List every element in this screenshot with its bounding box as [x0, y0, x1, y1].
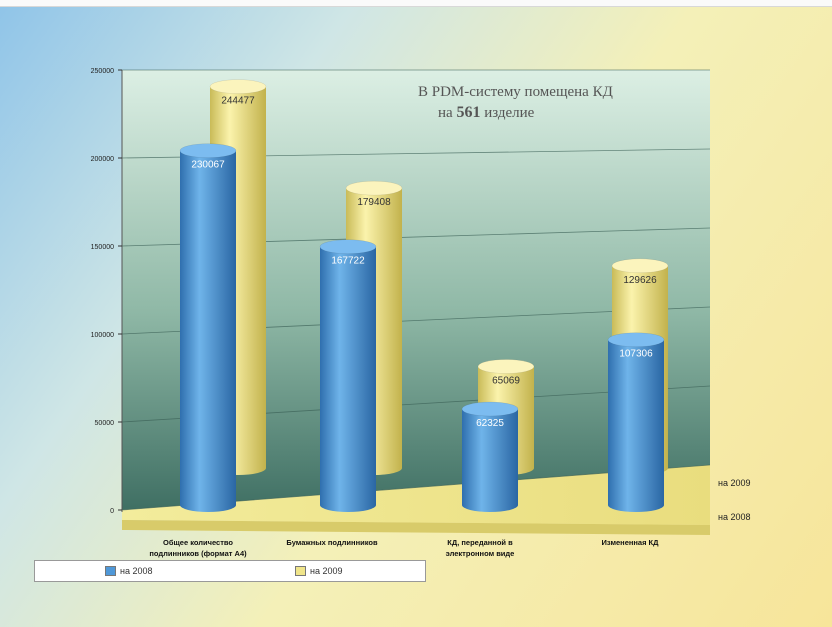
- data-label: 107306: [619, 349, 653, 360]
- bar-2008-1: 167722: [319, 239, 377, 512]
- y-tick-label: 200000: [91, 156, 114, 163]
- chart-back-wall: [122, 70, 710, 510]
- bar-2008-1-bottom: [320, 498, 376, 512]
- legend-item-2009: на 2009: [295, 566, 343, 576]
- bar-2009-0-top: [209, 79, 267, 94]
- y-tick-label: 100000: [91, 332, 114, 339]
- annotation-line-2: на 561 изделие: [438, 104, 535, 121]
- bar-2009-2-top: [477, 359, 535, 374]
- category-label: Измененная КД: [602, 538, 660, 547]
- bar-2008-0: 230067: [179, 143, 237, 512]
- legend-swatch-2009: [295, 566, 306, 576]
- y-tick-label: 0: [110, 508, 114, 515]
- bar-2008-2: 62325: [461, 401, 519, 512]
- data-label: 230067: [191, 160, 225, 171]
- y-tick-label: 150000: [91, 244, 114, 251]
- spreadsheet-gridlines: [0, 0, 832, 7]
- bar-2008-0-bottom: [180, 498, 236, 512]
- bar-2008-2-body: [462, 409, 518, 505]
- data-label: 244477: [221, 96, 255, 107]
- legend-item-2008: на 2008: [105, 566, 153, 576]
- bar-2008-2-bottom: [462, 498, 518, 512]
- data-label: 179408: [357, 197, 391, 208]
- data-label: 129626: [623, 275, 657, 286]
- bar-2008-2-top: [461, 401, 519, 417]
- bar-2008-3-top: [607, 332, 665, 347]
- chart-floor: [122, 465, 710, 525]
- bar-2009-1-top: [345, 180, 403, 196]
- data-label: 167722: [331, 256, 365, 267]
- bar-2008-1-body: [320, 246, 376, 505]
- annotation-line-1: В PDM-систему помещена КД: [418, 84, 613, 100]
- legend-label-2008: на 2008: [120, 566, 153, 576]
- category-label: Общее количество подлинников (формат А4): [149, 538, 247, 558]
- chart-floor-edge: [122, 520, 710, 535]
- legend-label-2009: на 2009: [310, 566, 343, 576]
- data-label: 62325: [476, 418, 504, 429]
- chart-legend: на 2008 на 2009: [34, 560, 426, 582]
- legend-swatch-2008: [105, 566, 116, 576]
- bar-2008-3-bottom: [608, 498, 664, 512]
- bar-2008-0-body: [180, 150, 236, 505]
- bar-2008-0-top: [179, 143, 237, 158]
- bar-2009-3-top: [611, 258, 669, 274]
- category-label: КД, переданной в электронном виде: [446, 538, 515, 558]
- bar-2008-1-top: [319, 239, 377, 254]
- y-tick-label: 50000: [95, 420, 115, 427]
- annotation-count: 561: [456, 104, 480, 121]
- bar-2008-3-body: [608, 339, 664, 505]
- y-tick-label: 250000: [91, 68, 114, 75]
- bar-2008-3: 107306: [607, 332, 665, 512]
- category-label: Бумажных подлинников: [286, 538, 378, 547]
- depth-label-2008: на 2008: [718, 512, 751, 522]
- data-label: 65069: [492, 375, 520, 386]
- depth-label-2009: на 2009: [718, 478, 751, 488]
